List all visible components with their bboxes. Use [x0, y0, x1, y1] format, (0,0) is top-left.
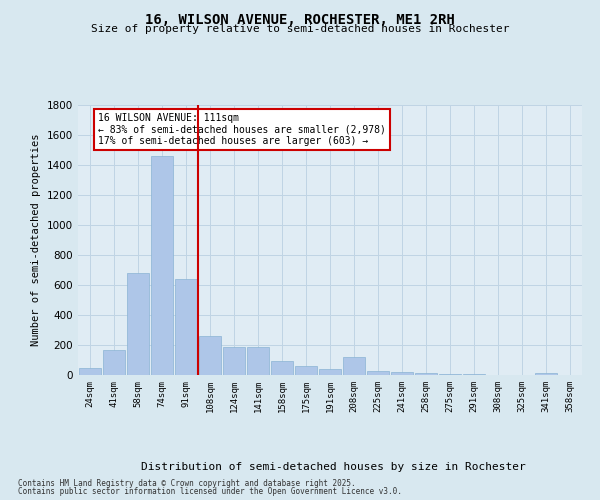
Bar	[127, 273, 149, 375]
Bar	[175, 279, 197, 375]
Bar	[367, 371, 389, 375]
Text: 16, WILSON AVENUE, ROCHESTER, ME1 2RH: 16, WILSON AVENUE, ROCHESTER, ME1 2RH	[145, 12, 455, 26]
Y-axis label: Number of semi-detached properties: Number of semi-detached properties	[31, 134, 41, 346]
Text: Contains HM Land Registry data © Crown copyright and database right 2025.: Contains HM Land Registry data © Crown c…	[18, 478, 356, 488]
Text: 16 WILSON AVENUE: 111sqm
← 83% of semi-detached houses are smaller (2,978)
17% o: 16 WILSON AVENUE: 111sqm ← 83% of semi-d…	[98, 113, 386, 146]
Bar	[319, 369, 341, 375]
Text: Distribution of semi-detached houses by size in Rochester: Distribution of semi-detached houses by …	[140, 462, 526, 472]
Bar	[103, 350, 125, 375]
Bar	[391, 372, 413, 375]
Bar	[223, 347, 245, 375]
Bar	[247, 347, 269, 375]
Bar	[439, 374, 461, 375]
Bar	[343, 357, 365, 375]
Bar	[415, 373, 437, 375]
Bar	[535, 373, 557, 375]
Bar	[151, 156, 173, 375]
Text: Size of property relative to semi-detached houses in Rochester: Size of property relative to semi-detach…	[91, 24, 509, 34]
Bar	[271, 361, 293, 375]
Bar	[199, 336, 221, 375]
Bar	[295, 366, 317, 375]
Bar	[79, 368, 101, 375]
Text: Contains public sector information licensed under the Open Government Licence v3: Contains public sector information licen…	[18, 487, 402, 496]
Bar	[463, 374, 485, 375]
